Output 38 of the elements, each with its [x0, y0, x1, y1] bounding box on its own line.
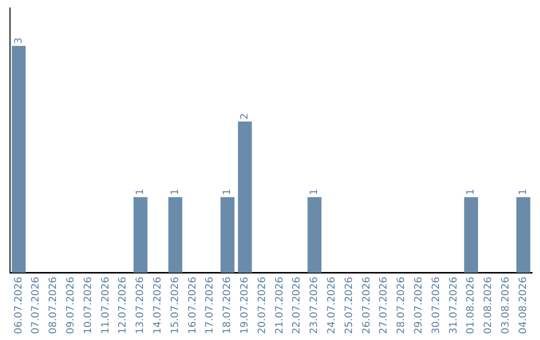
- x-tick-label: 21.07.2026: [274, 276, 286, 334]
- data-label: 1: [135, 188, 146, 196]
- x-tick-label: 11.07.2026: [100, 276, 112, 334]
- x-tick-label: 24.07.2026: [326, 276, 338, 334]
- x-tick-label: 26.07.2026: [361, 276, 372, 334]
- x-tick-label: 04.08.2026: [518, 276, 529, 334]
- x-tick-label: 06.07.2026: [13, 276, 24, 334]
- x-tick-label: 02.08.2026: [483, 276, 494, 334]
- x-tick-label: 20.07.2026: [256, 276, 268, 334]
- data-label: 1: [170, 188, 181, 196]
- x-tick-label: 22.07.2026: [292, 276, 303, 334]
- x-tick-label: 14.07.2026: [152, 276, 164, 334]
- x-tick-label: 12.07.2026: [118, 276, 129, 334]
- x-tick-label: 28.07.2026: [396, 276, 408, 334]
- x-tick-label: 17.07.2026: [204, 276, 216, 334]
- x-tick-label: 18.07.2026: [222, 276, 234, 334]
- data-label: 1: [518, 188, 529, 196]
- x-tick-label: 25.07.2026: [344, 276, 355, 334]
- x-tick-label: 07.07.2026: [30, 276, 42, 334]
- data-label: 2: [239, 113, 250, 120]
- x-tick-label: 19.07.2026: [239, 276, 250, 334]
- x-tick-label: 15.07.2026: [170, 276, 181, 334]
- x-tick-label: 13.07.2026: [135, 276, 146, 334]
- x-tick-label: 30.07.2026: [430, 276, 442, 334]
- x-tick-label: 08.07.2026: [48, 276, 60, 334]
- x-tick-label: 29.07.2026: [413, 276, 424, 334]
- x-tick-label: 16.07.2026: [187, 276, 198, 334]
- x-tick-label: 27.07.2026: [378, 276, 390, 334]
- x-tick-label: 23.07.2026: [309, 276, 320, 334]
- data-label: 3: [13, 37, 24, 44]
- data-label: 1: [222, 188, 234, 196]
- x-tick-label: 31.07.2026: [448, 276, 460, 334]
- x-tick-label: 01.08.2026: [466, 276, 477, 334]
- x-tick-label: 03.08.2026: [500, 276, 512, 334]
- data-label: 1: [309, 188, 320, 196]
- data-label: 1: [466, 188, 477, 196]
- x-tick-label: 10.07.2026: [82, 276, 94, 334]
- x-tick-label: 09.07.2026: [65, 276, 76, 334]
